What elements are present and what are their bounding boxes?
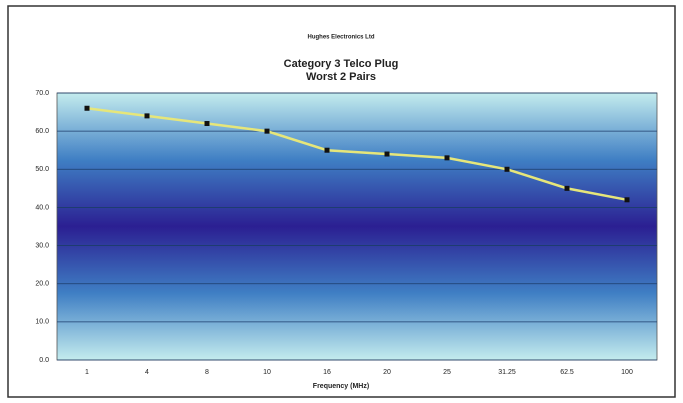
y-tick-label: 40.0 bbox=[35, 204, 49, 211]
marker bbox=[444, 155, 450, 161]
y-tick-label: 50.0 bbox=[35, 166, 49, 173]
marker bbox=[264, 128, 270, 134]
x-tick-label: 8 bbox=[205, 369, 209, 376]
x-tick-label: 31.25 bbox=[498, 369, 516, 376]
x-tick-label: 16 bbox=[323, 369, 331, 376]
company: Hughes Electronics Ltd bbox=[307, 35, 374, 41]
marker bbox=[324, 147, 330, 153]
y-tick-label: 60.0 bbox=[35, 128, 49, 135]
marker bbox=[504, 166, 510, 172]
x-tick-label: 20 bbox=[383, 369, 391, 376]
chart-subtitle: Worst 2 Pairs bbox=[306, 71, 376, 83]
y-tick-label: 70.0 bbox=[35, 90, 49, 97]
marker bbox=[624, 197, 630, 203]
x-tick-label: 25 bbox=[443, 369, 451, 376]
marker bbox=[564, 185, 570, 191]
marker bbox=[84, 105, 90, 111]
x-tick-label: 10 bbox=[263, 369, 271, 376]
x-axis-label: Frequency (MHz) bbox=[313, 383, 369, 390]
x-tick-label: 100 bbox=[621, 369, 633, 376]
marker bbox=[384, 151, 390, 157]
x-tick-label: 4 bbox=[145, 369, 149, 376]
x-tick-label: 62.5 bbox=[560, 369, 574, 376]
y-tick-label: 20.0 bbox=[35, 281, 49, 288]
plot-area bbox=[56, 92, 658, 361]
y-tick-label: 30.0 bbox=[35, 242, 49, 249]
x-tick-label: 1 bbox=[85, 369, 89, 376]
marker bbox=[204, 121, 210, 127]
marker bbox=[144, 113, 150, 119]
chart-title: Category 3 Telco Plug bbox=[284, 58, 399, 70]
y-tick-label: 10.0 bbox=[35, 319, 49, 326]
y-tick-label: 0.0 bbox=[39, 357, 49, 364]
line bbox=[86, 107, 628, 202]
